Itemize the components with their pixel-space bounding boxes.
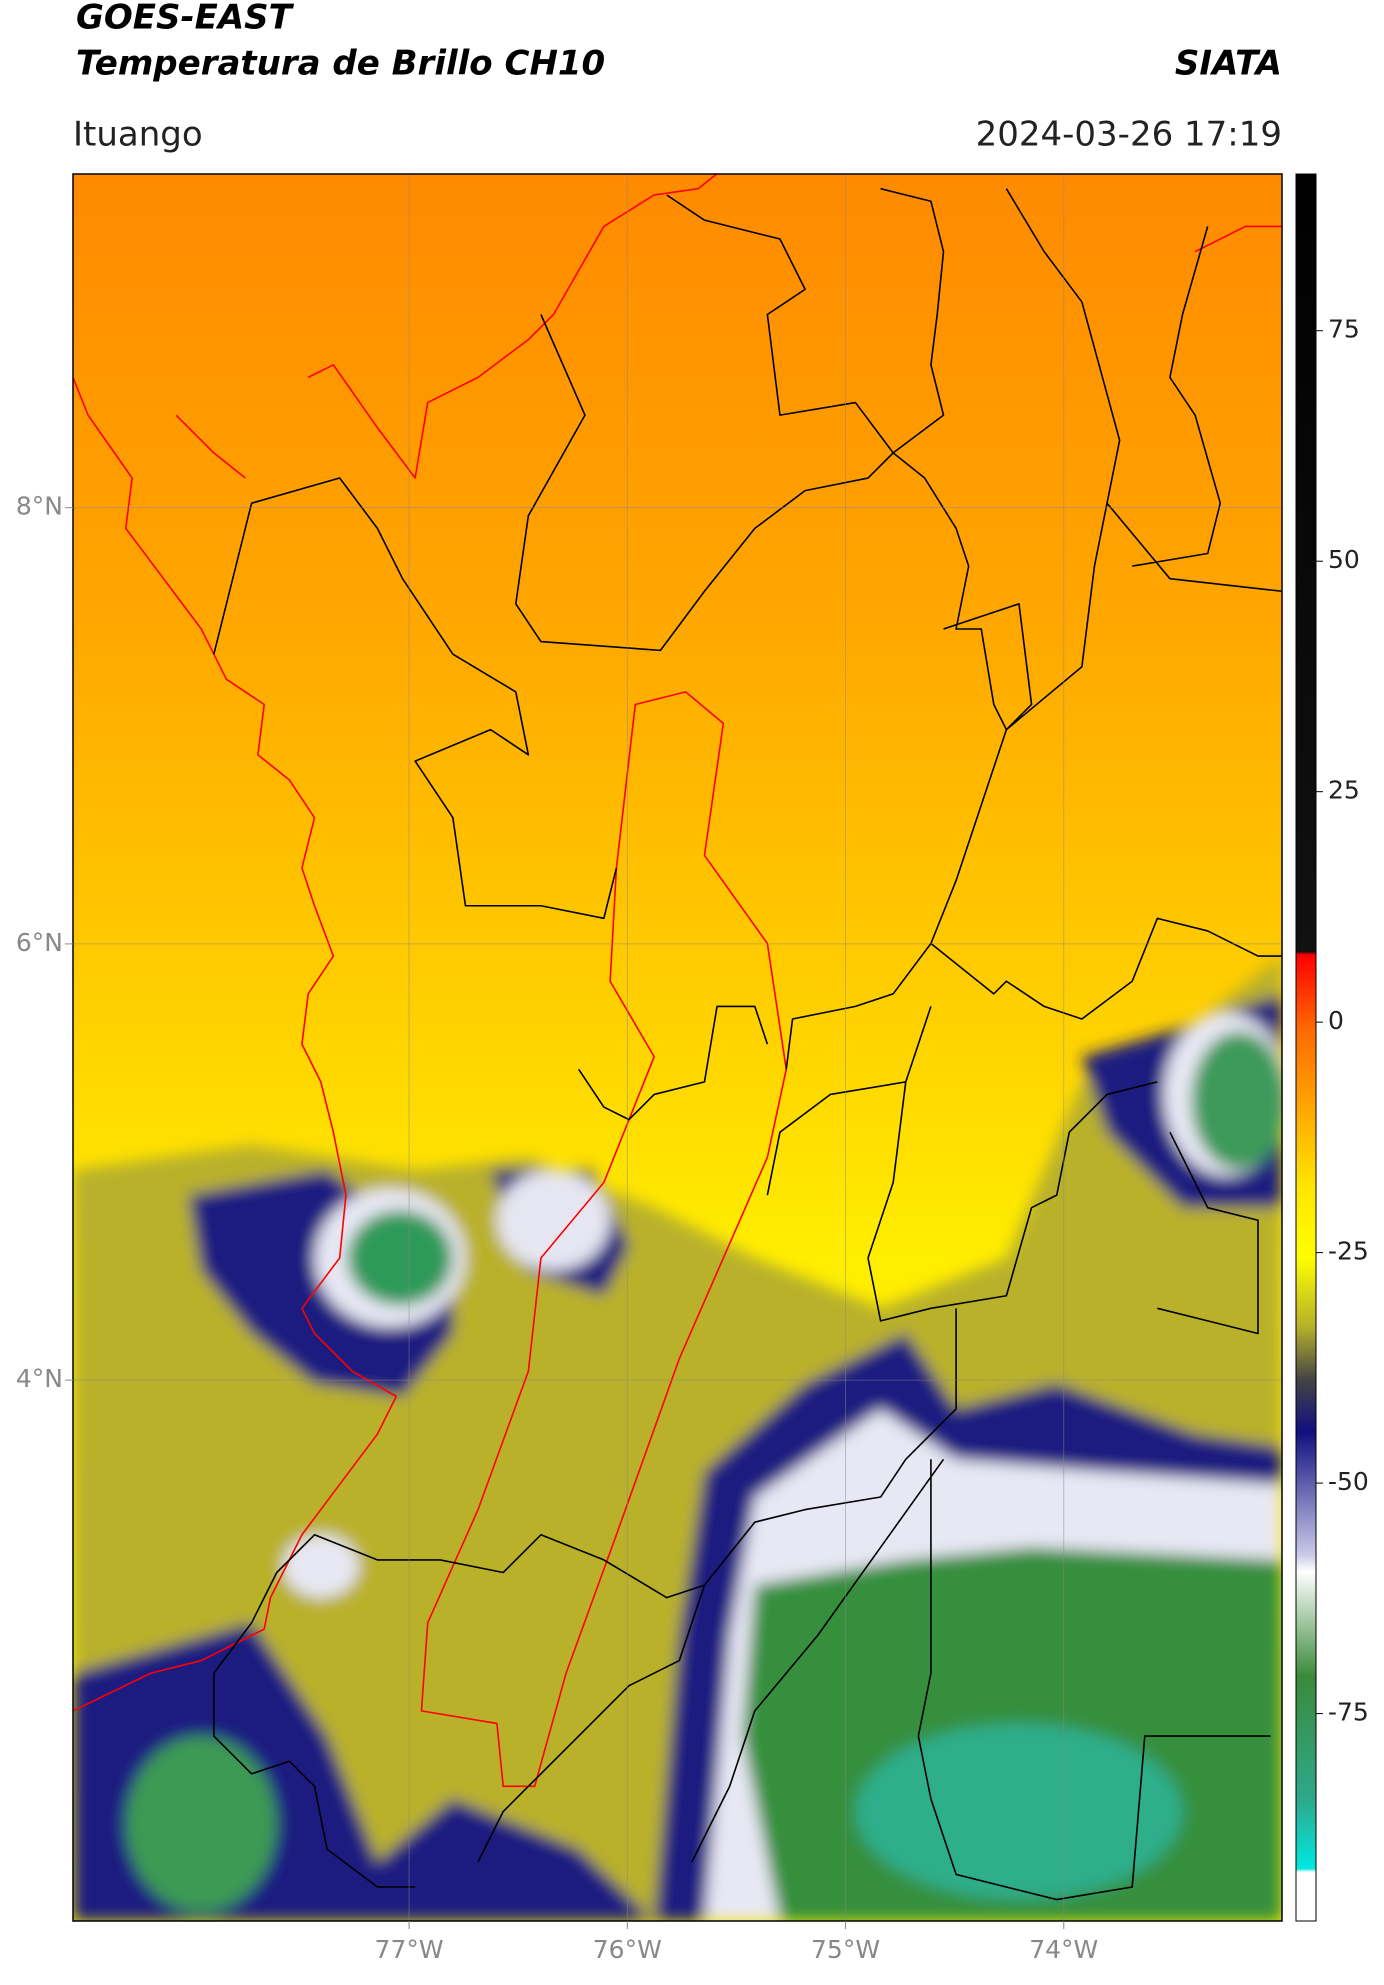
grid: [73, 174, 1282, 1921]
location: Ituango: [73, 115, 203, 155]
y-tick-label: 8°N: [16, 492, 63, 521]
colorbar-tick-label: -25: [1328, 1237, 1369, 1266]
x-tick-label: 74°W: [1029, 1935, 1098, 1964]
colorbar-tick-label: -50: [1328, 1467, 1369, 1496]
colorbar-tick-label: 75: [1328, 315, 1360, 344]
colorbar-tick-label: 50: [1328, 545, 1360, 574]
colorbar: [1295, 173, 1317, 1922]
x-tick-label: 76°W: [593, 1935, 662, 1964]
datetime: 2024-03-26 17:19: [976, 115, 1282, 155]
colorbar-tick-label: -75: [1328, 1698, 1369, 1727]
x-tick-label: 77°W: [375, 1935, 444, 1964]
source: SIATA: [1175, 44, 1282, 84]
title: GOES-EAST: [76, 0, 295, 38]
cloud-field: [73, 174, 1282, 1921]
map-frame: [72, 173, 1283, 1922]
y-tick-label: 4°N: [16, 1364, 63, 1393]
map-area: [73, 174, 1282, 1921]
colorbar-tick-label: 25: [1328, 776, 1360, 805]
x-tick-label: 75°W: [811, 1935, 880, 1964]
y-tick-label: 6°N: [16, 928, 63, 957]
subtitle: Temperatura de Brillo CH10: [76, 44, 605, 84]
colorbar-tick-label: 0: [1328, 1006, 1344, 1035]
